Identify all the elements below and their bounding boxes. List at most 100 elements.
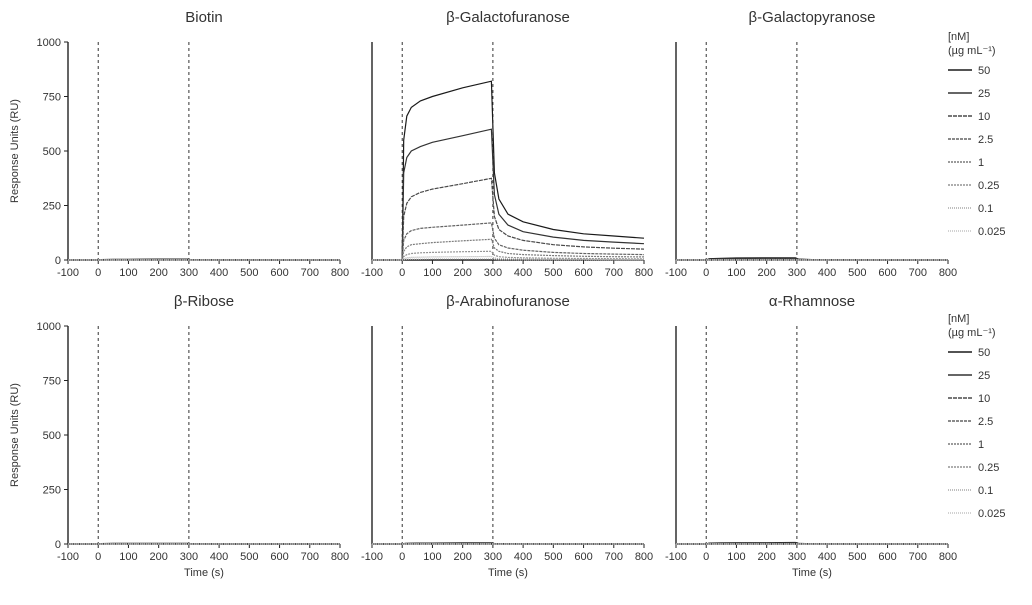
- x-tick-label: 300: [788, 267, 806, 279]
- x-tick-label: 400: [818, 551, 836, 563]
- x-tick-label: 400: [514, 267, 532, 279]
- x-tick-label: 600: [574, 551, 592, 563]
- panel-title: β-Galactofuranose: [446, 9, 570, 26]
- x-axis-label: Time (s): [488, 567, 528, 579]
- legend-header: (µg mL⁻¹): [948, 327, 996, 339]
- panel-title: β-Ribose: [174, 293, 234, 310]
- legend-item-label: 50: [978, 65, 990, 77]
- x-axis-label: Time (s): [792, 567, 832, 579]
- legend-header: [nM]: [948, 313, 969, 325]
- x-tick-label: -100: [361, 551, 383, 563]
- x-tick-label: 600: [878, 551, 896, 563]
- y-tick-label: 500: [43, 430, 61, 442]
- legend-item-label: 0.1: [978, 485, 993, 497]
- x-tick-label: -100: [57, 267, 79, 279]
- x-tick-label: 800: [939, 551, 957, 563]
- legend-item-label: 0.25: [978, 180, 999, 192]
- x-tick-label: 100: [423, 551, 441, 563]
- y-tick-label: 1000: [37, 37, 61, 49]
- series-line-1: [372, 238, 645, 261]
- x-tick-label: 200: [149, 267, 167, 279]
- x-tick-label: 200: [453, 267, 471, 279]
- y-tick-label: 0: [55, 539, 61, 551]
- x-tick-label: 500: [240, 551, 258, 563]
- x-tick-label: 100: [119, 267, 137, 279]
- x-tick-label: 800: [331, 551, 349, 563]
- x-tick-label: 700: [605, 551, 623, 563]
- y-tick-label: 500: [43, 146, 61, 158]
- panel-title: Biotin: [185, 9, 223, 26]
- x-tick-label: 0: [95, 551, 101, 563]
- series-line-2-5: [372, 222, 645, 261]
- x-tick-label: 0: [703, 551, 709, 563]
- legend-item-label: 50: [978, 347, 990, 359]
- x-tick-label: 0: [95, 267, 101, 279]
- panel-title: β-Arabinofuranose: [446, 293, 570, 310]
- legend-item-label: 1: [978, 439, 984, 451]
- x-tick-label: 400: [210, 551, 228, 563]
- x-tick-label: 600: [270, 267, 288, 279]
- y-tick-label: 750: [43, 92, 61, 104]
- legend-item-label: 25: [978, 88, 990, 100]
- x-tick-label: 400: [818, 267, 836, 279]
- x-tick-label: 0: [703, 267, 709, 279]
- y-tick-label: 0: [55, 255, 61, 267]
- legend-item-label: 2.5: [978, 416, 993, 428]
- legend-item-label: 10: [978, 393, 990, 405]
- x-tick-label: 400: [210, 267, 228, 279]
- x-tick-label: 800: [635, 551, 653, 563]
- x-tick-label: 700: [301, 267, 319, 279]
- x-tick-label: 800: [331, 267, 349, 279]
- x-tick-label: 800: [939, 267, 957, 279]
- legend-header: [nM]: [948, 31, 969, 43]
- x-tick-label: 600: [270, 551, 288, 563]
- x-tick-label: 100: [119, 551, 137, 563]
- x-tick-label: 700: [301, 551, 319, 563]
- x-tick-label: -100: [665, 267, 687, 279]
- x-tick-label: 300: [180, 551, 198, 563]
- legend-item-label: 1: [978, 157, 984, 169]
- x-tick-label: 500: [544, 551, 562, 563]
- series-line-10: [372, 177, 645, 261]
- series-line-0-25: [372, 250, 645, 261]
- x-axis-label: Time (s): [184, 567, 224, 579]
- series-line-50: [372, 80, 645, 261]
- x-tick-label: 700: [909, 267, 927, 279]
- series-line-0-1: [372, 255, 644, 261]
- x-tick-label: -100: [361, 267, 383, 279]
- x-tick-label: 0: [399, 267, 405, 279]
- panel-title: β-Galactopyranose: [748, 9, 875, 26]
- x-tick-label: -100: [57, 551, 79, 563]
- x-tick-label: 100: [727, 551, 745, 563]
- x-tick-label: 300: [484, 267, 502, 279]
- y-axis-label: Response Units (RU): [9, 383, 21, 487]
- legend-item-label: 0.025: [978, 508, 1006, 520]
- x-tick-label: 200: [757, 551, 775, 563]
- legend-item-label: 0.1: [978, 203, 993, 215]
- x-tick-label: 300: [484, 551, 502, 563]
- x-tick-label: 700: [909, 551, 927, 563]
- series-line-25: [372, 128, 645, 261]
- x-tick-label: 500: [240, 267, 258, 279]
- y-tick-label: 1000: [37, 321, 61, 333]
- legend-header: (µg mL⁻¹): [948, 45, 996, 57]
- legend-item-label: 25: [978, 370, 990, 382]
- y-tick-label: 250: [43, 485, 61, 497]
- panel-title: α-Rhamnose: [769, 293, 855, 310]
- x-tick-label: 200: [757, 267, 775, 279]
- x-tick-label: 600: [878, 267, 896, 279]
- x-tick-label: 600: [574, 267, 592, 279]
- y-axis-label: Response Units (RU): [9, 99, 21, 203]
- legend-item-label: 0.025: [978, 226, 1006, 238]
- x-tick-label: 300: [788, 551, 806, 563]
- x-tick-label: 0: [399, 551, 405, 563]
- x-tick-label: 400: [514, 551, 532, 563]
- x-tick-label: 500: [544, 267, 562, 279]
- x-tick-label: 500: [848, 551, 866, 563]
- y-tick-label: 750: [43, 376, 61, 388]
- x-tick-label: 100: [423, 267, 441, 279]
- x-tick-label: 800: [635, 267, 653, 279]
- x-tick-label: 300: [180, 267, 198, 279]
- legend-item-label: 0.25: [978, 462, 999, 474]
